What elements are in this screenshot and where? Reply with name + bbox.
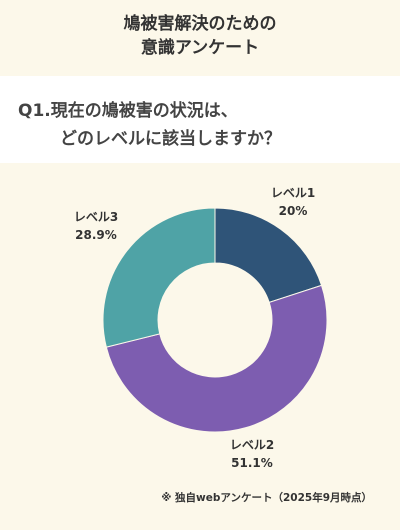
- slice-value-1: 20%: [279, 204, 308, 218]
- slice-label-2: レベル2: [230, 438, 274, 452]
- donut-chart: レベル1 20% レベル2 51.1% レベル3 28.9%: [74, 186, 328, 470]
- slice-label-3: レベル3: [74, 210, 118, 224]
- question-line1: Q1.現在の鳩被害の状況は、: [18, 101, 238, 121]
- page-title-line2: 意識アンケート: [140, 38, 260, 58]
- slice-value-2: 51.1%: [231, 456, 273, 470]
- donut-slice-1: [214, 207, 323, 304]
- slice-value-3: 28.9%: [75, 228, 117, 242]
- header: 鳩被害解決のための 意識アンケート: [0, 0, 400, 75]
- question-box: Q1.現在の鳩被害の状況は、 どのレベルに該当しますか？: [0, 76, 400, 163]
- slice-label-1: レベル1: [271, 186, 315, 200]
- page-title-line1: 鳩被害解決のための: [123, 14, 277, 34]
- donut-slice-3: [102, 207, 216, 348]
- footer-note: ※ 独自webアンケート（2025年9月時点）: [161, 492, 372, 504]
- question-line2: どのレベルに該当しますか？: [60, 129, 281, 149]
- donut-slice-2: [105, 284, 328, 433]
